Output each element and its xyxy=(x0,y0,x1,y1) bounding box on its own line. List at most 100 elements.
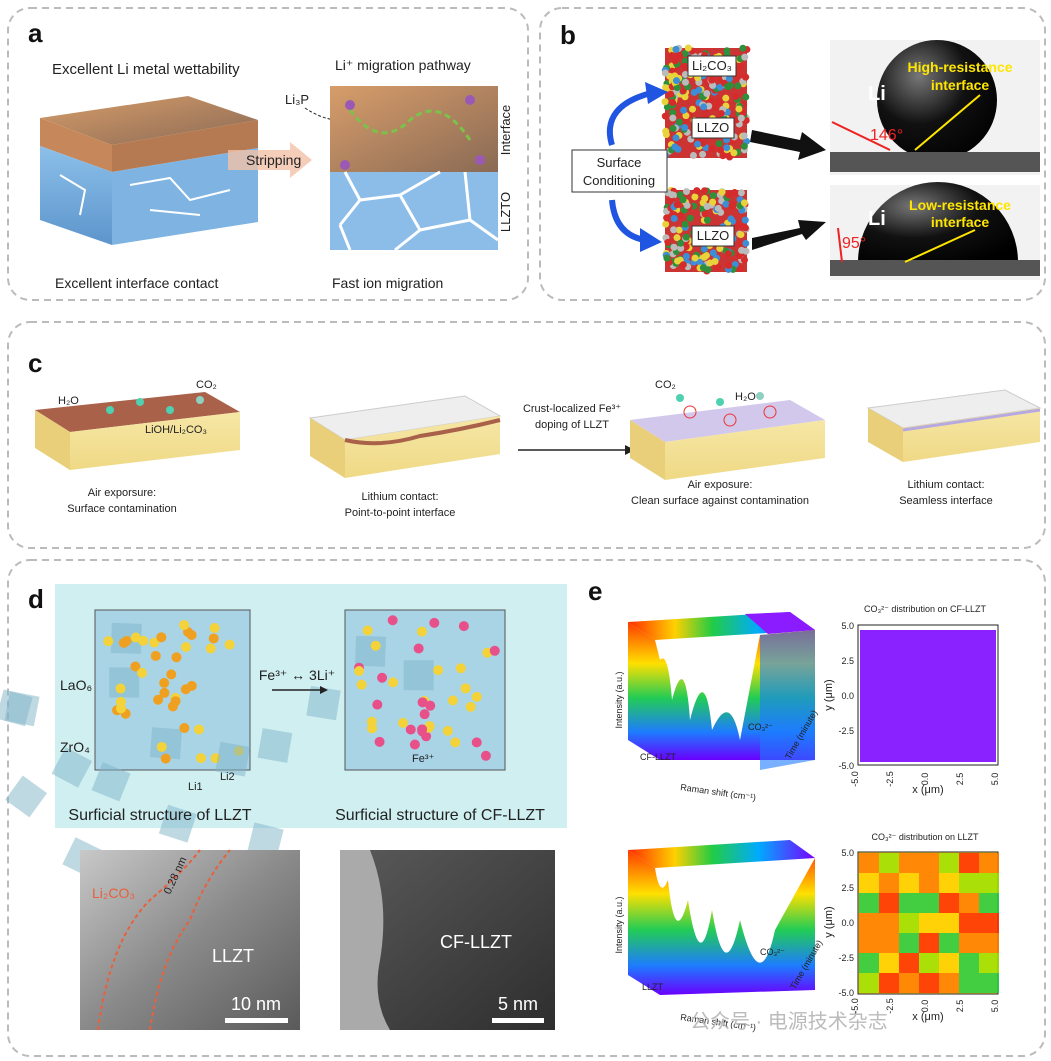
illustration-circle xyxy=(693,187,701,195)
illustration-circle xyxy=(180,684,191,695)
illustration-circle xyxy=(684,44,692,52)
illustration-circle xyxy=(731,189,739,197)
yticks-2: 0.0 xyxy=(841,691,854,701)
panel-d-reaction: Fe³⁺ ↔ 3Li⁺ xyxy=(259,667,335,683)
illustration-circle xyxy=(664,238,672,246)
illustration-circle xyxy=(413,643,424,654)
illustration-circle xyxy=(179,620,190,631)
illustration-rect xyxy=(257,728,293,763)
illustration-rect xyxy=(859,873,879,893)
illustration-circle xyxy=(740,132,748,140)
illustration-path xyxy=(760,630,815,770)
illustration-rect xyxy=(109,667,140,698)
illustration-circle xyxy=(160,753,171,764)
illustration-circle xyxy=(354,666,365,677)
illustration-polygon xyxy=(320,686,328,694)
step-1-1: Surface contamination xyxy=(67,503,176,515)
illustration-circle xyxy=(716,75,724,83)
raman-bottom-y-label: Intensity (a.u.) xyxy=(614,896,624,953)
illustration-circle xyxy=(194,724,205,735)
xticks-1: -2.5 xyxy=(885,771,895,787)
illustration-rect xyxy=(4,691,40,727)
panel-a-label: a xyxy=(28,18,43,48)
illustration-circle xyxy=(729,201,737,209)
illustration-circle xyxy=(661,112,669,120)
illustration-circle xyxy=(732,93,740,101)
illustration-rect xyxy=(492,1018,544,1023)
illustration-circle xyxy=(170,696,181,707)
panel-d-dopant: Fe³⁺ xyxy=(412,753,435,765)
illustration-rect xyxy=(859,853,879,873)
illustration-circle xyxy=(374,736,385,747)
illustration-circle xyxy=(489,645,500,656)
illustration-rect xyxy=(979,853,999,873)
illustration-path xyxy=(344,418,501,446)
tem-left-scale: 10 nm xyxy=(231,994,281,1014)
illustration-rect xyxy=(919,873,939,893)
illustration-rect xyxy=(939,873,959,893)
tem-left-phase: LLZT xyxy=(212,946,254,966)
raman-bottom-peak: CO₃²⁻ xyxy=(760,947,785,957)
illustration-circle xyxy=(723,47,731,55)
panel-a-heading-right: Li⁺ migration pathway xyxy=(335,57,471,73)
illustration-circle xyxy=(700,103,708,111)
step-2-0: Lithium contact: xyxy=(361,491,438,503)
illustration-circle xyxy=(691,254,699,262)
drop-bottom-metal: Li xyxy=(868,208,886,230)
illustration-rect xyxy=(830,260,1040,276)
illustration-circle xyxy=(740,256,748,264)
illustration-circle xyxy=(180,641,191,652)
illustration-circle xyxy=(737,114,745,122)
panel-frame xyxy=(539,7,1046,301)
illustration-circle xyxy=(716,244,724,252)
xticks-3: 2.5 xyxy=(955,1000,965,1013)
illustration-circle xyxy=(711,258,719,266)
illustration-circle xyxy=(661,69,669,77)
illustration-rect xyxy=(959,893,979,913)
drop-bottom-angle: 95° xyxy=(842,235,866,252)
xticks-1: -2.5 xyxy=(885,998,895,1014)
illustration-rect xyxy=(919,853,939,873)
raman-top-peak: CO₃²⁻ xyxy=(748,722,773,732)
note-1: interface xyxy=(931,77,990,93)
step-3-0: Air exposure: xyxy=(688,479,753,491)
illustration-circle xyxy=(388,677,399,688)
panel-d-site-2: Li2 xyxy=(220,771,235,783)
illustration-circle xyxy=(429,617,440,628)
yticks-4: -5.0 xyxy=(838,761,854,771)
illustration-circle xyxy=(691,193,699,201)
illustration-circle xyxy=(362,625,373,636)
drop-top-metal: Li xyxy=(868,83,886,105)
illustration-circle xyxy=(673,201,681,209)
illustration-circle xyxy=(405,724,416,735)
illustration-circle xyxy=(409,739,420,750)
illustration-polygon xyxy=(345,416,500,478)
panel-d-polyhedron-1: LaO₆ xyxy=(60,677,92,693)
illustration-circle xyxy=(735,252,743,260)
illustration-rect xyxy=(403,660,434,691)
illustration-circle xyxy=(674,257,682,265)
illustration-circle xyxy=(480,750,491,761)
illustration-circle xyxy=(116,703,127,714)
panel-c-gas-1: H₂O xyxy=(58,395,79,407)
illustration-circle xyxy=(722,94,730,102)
illustration-circle xyxy=(682,252,690,260)
illustration-path xyxy=(858,182,1018,262)
illustration-circle xyxy=(150,650,161,661)
illustration-circle xyxy=(700,245,708,253)
illustration-circle xyxy=(398,717,409,728)
note-0: High-resistance xyxy=(907,59,1012,75)
illustration-circle xyxy=(686,214,694,222)
illustration-circle xyxy=(699,150,707,158)
illustration-rect xyxy=(859,933,879,953)
note-1: interface xyxy=(931,214,990,230)
illustration-circle xyxy=(377,672,388,683)
illustration-rect xyxy=(306,685,341,721)
illustration-rect xyxy=(939,853,959,873)
illustration-circle xyxy=(663,254,671,262)
illustration-rect xyxy=(899,973,919,993)
illustration-circle xyxy=(689,152,697,160)
illustration-circle xyxy=(153,694,164,705)
illustration-circle xyxy=(739,44,747,52)
illustration-circle xyxy=(205,643,216,654)
